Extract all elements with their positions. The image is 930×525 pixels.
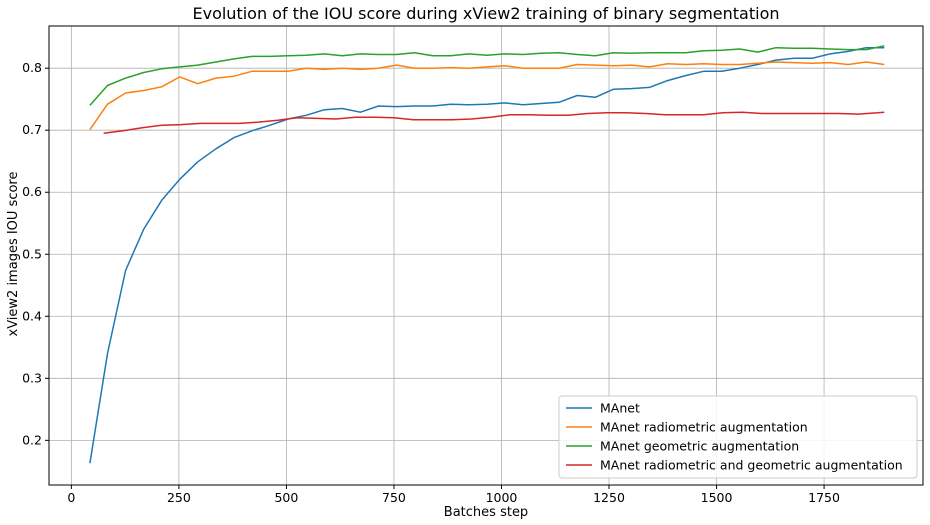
legend-entry-label: MAnet radiometric augmentation [600,420,808,435]
legend-entry-label: MAnet radiometric and geometric augmenta… [600,458,903,473]
x-tick-label: 500 [274,490,298,505]
y-tick-label: 0.7 [22,122,42,137]
series-line-0 [89,46,885,464]
x-tick-label: 0 [67,490,75,505]
axis-ticks: 0 250 500 750 1000 1250 1500 1750 0.2 0.3 0.4 0.5 0.… [22,60,840,505]
series-line-2 [89,45,885,106]
series-lines [89,45,885,464]
chart-title: Evolution of the IOU score during xView2… [192,4,779,23]
x-tick-label: 1500 [701,490,733,505]
legend-entry-label: MAnet [600,401,640,416]
legend-box [558,395,918,479]
x-tick-label: 1000 [486,490,518,505]
series-line-3 [103,111,885,135]
y-axis-label: xView2 images IOU score [6,172,21,337]
y-tick-label: 0.8 [22,60,42,75]
grid-lines [49,26,923,485]
series-line-1 [89,61,885,131]
x-tick-label: 750 [382,490,406,505]
y-tick-label: 0.6 [22,184,42,199]
x-tick-label: 1250 [593,490,625,505]
y-tick-label: 0.2 [22,432,42,447]
x-tick-label: 1750 [808,490,840,505]
y-tick-label: 0.3 [22,370,42,385]
y-tick-label: 0.4 [22,308,42,323]
x-axis-label: Batches step [444,505,528,520]
x-tick-label: 250 [167,490,191,505]
plot-frame [48,25,924,486]
legend: MAnet MAnet radiometric augmentation MAnet… [558,395,918,479]
y-tick-label: 0.5 [22,246,42,261]
legend-entry-label: MAnet geometric augmentation [600,439,799,454]
